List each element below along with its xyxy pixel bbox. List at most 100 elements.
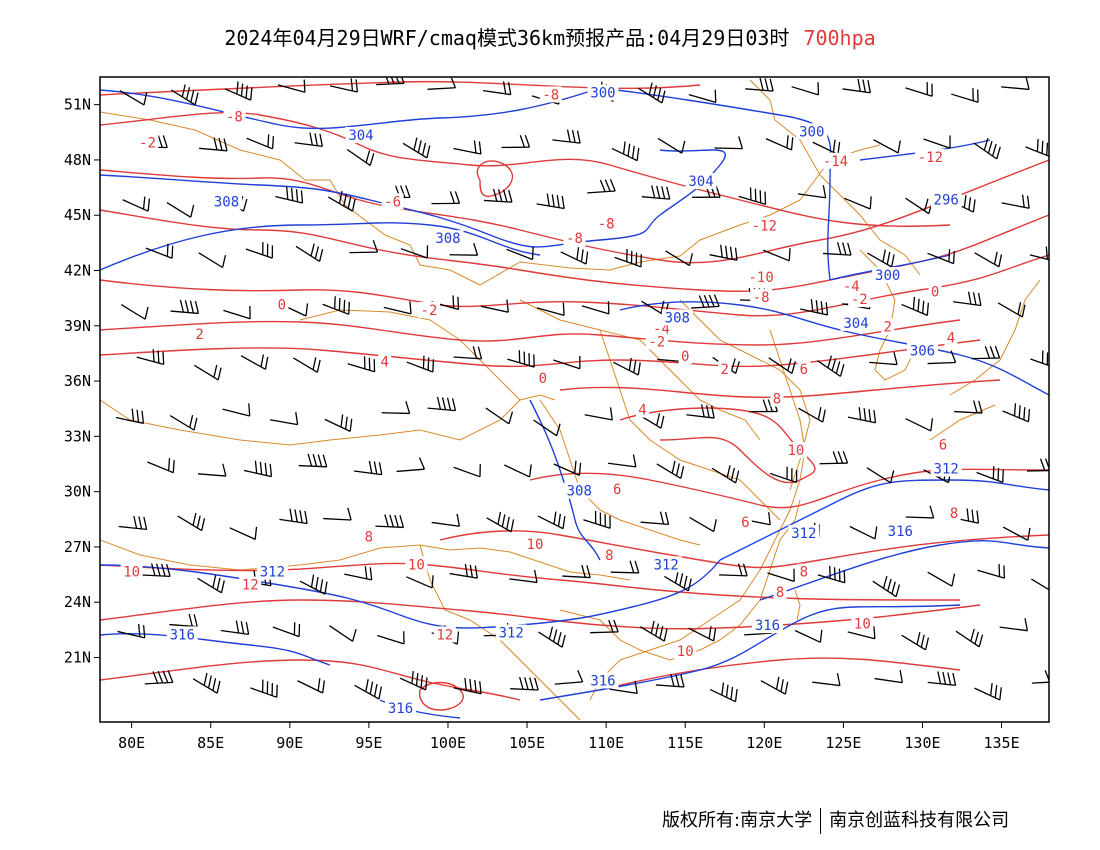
wind-barb (560, 247, 589, 265)
contour-label: 0 (931, 285, 939, 301)
wind-barb (971, 345, 1001, 360)
contour-label: 8 (773, 392, 781, 408)
temp-line (100, 209, 1049, 292)
wind-barb (246, 134, 275, 150)
footer-copyright: 版权所有:南京大学 南京创蓝科技有限公司 (662, 806, 1009, 834)
wind-barb (581, 301, 610, 315)
wind-barb (927, 671, 957, 687)
wind-barb (483, 188, 513, 203)
contour-label: -8 (753, 290, 770, 306)
wind-barb (552, 129, 581, 144)
contour-label: 2 (883, 320, 891, 336)
wind-barb (120, 304, 149, 320)
contour-label: 8 (776, 585, 784, 601)
wind-barb (997, 301, 1026, 318)
wind-barb (977, 564, 1006, 579)
contour-label: 6 (741, 515, 749, 531)
lat-tick-label: 30N (64, 483, 91, 501)
wind-barb (244, 460, 273, 478)
border-taiwan (794, 589, 801, 621)
temp-line (100, 254, 1049, 317)
wind-barb (1031, 670, 1049, 684)
contour-label-bg (930, 460, 962, 477)
border-himalaya (100, 539, 631, 581)
wind-barb (869, 352, 898, 366)
wind-barb (973, 137, 1001, 160)
wind-barb (614, 249, 642, 268)
wind-barb (562, 564, 591, 579)
wind-barb (800, 299, 829, 316)
wind-barb (144, 670, 174, 685)
plot-area: -8-8-2-6-8-8-14 -12-12-10-8-4-2 0-202 -4-20… (100, 77, 1049, 721)
contour-label-bg (595, 215, 618, 232)
lat-tick-label: 27N (64, 538, 91, 556)
wind-barb (453, 140, 482, 155)
contour-label: 4 (380, 355, 388, 371)
contour-label-bg (211, 193, 243, 210)
wind-barb (641, 185, 671, 200)
temp-line (100, 599, 981, 630)
wind-barb (375, 514, 405, 529)
wind-barb (222, 403, 251, 417)
wind-barb (610, 560, 640, 574)
contour-label: 10 (123, 565, 140, 581)
contour-label-bg (678, 348, 692, 365)
wind-barb (193, 364, 222, 381)
contour-label: 8 (800, 565, 808, 581)
wind-barb (324, 414, 353, 432)
contour-label: 312 (260, 565, 285, 581)
contour-label: 12 (436, 627, 453, 643)
border-indochina (559, 499, 801, 661)
wind-barb (817, 565, 846, 584)
height-line (100, 149, 727, 248)
wind-barb (147, 458, 175, 474)
wind-barb (656, 460, 685, 480)
wind-barb (1025, 138, 1049, 157)
contour-label-bg (738, 513, 752, 530)
contour-label-bg (239, 576, 262, 593)
wind-barb (554, 670, 584, 685)
wind-barb (136, 349, 165, 366)
wind-barb (170, 84, 199, 106)
wind-barb (664, 570, 692, 592)
lat-tick-label: 48N (64, 151, 91, 169)
contour-label: 0 (278, 298, 286, 314)
wind-barb (427, 77, 457, 90)
lon-tick-label: 115E (667, 734, 703, 752)
contour-label-bg (770, 390, 784, 407)
chart-title: 2024年04月29日WRF/cmaq模式36km预报产品:04月29日03时 7… (0, 22, 1100, 51)
contour-label-bg (610, 480, 624, 497)
contour-label-bg (851, 615, 874, 632)
temp-line (100, 339, 981, 368)
wind-barb (951, 88, 979, 103)
contour-label-bg (120, 563, 143, 580)
contour-label-bg (884, 523, 916, 540)
contour-label-bg (495, 624, 527, 641)
wind-barb (1030, 350, 1049, 367)
wind-barb (223, 306, 251, 320)
wind-barb (1002, 526, 1031, 541)
wind-barb (1001, 194, 1030, 209)
wind-barb (553, 460, 582, 476)
wind-barb (1002, 403, 1031, 423)
wind-barb (449, 563, 478, 579)
wind-barb (613, 357, 641, 376)
wind-barb (507, 350, 535, 368)
contour-label: -10 (748, 270, 773, 286)
border-northwest (100, 111, 881, 286)
contour-label-bg (947, 504, 961, 521)
height-line (100, 87, 601, 130)
contour-label: -2 (139, 135, 156, 151)
wind-barb (509, 569, 538, 584)
temp-line (476, 160, 514, 197)
wind-barb (537, 511, 566, 530)
wind-barb (657, 137, 686, 154)
lat-tick-label: 42N (64, 262, 91, 280)
wind-barb (453, 346, 483, 360)
contour-label-bg (136, 134, 159, 151)
wind-barb (328, 191, 356, 212)
wind-barb (874, 670, 903, 684)
contour-label: 300 (590, 86, 615, 102)
wind-barb (402, 137, 431, 159)
